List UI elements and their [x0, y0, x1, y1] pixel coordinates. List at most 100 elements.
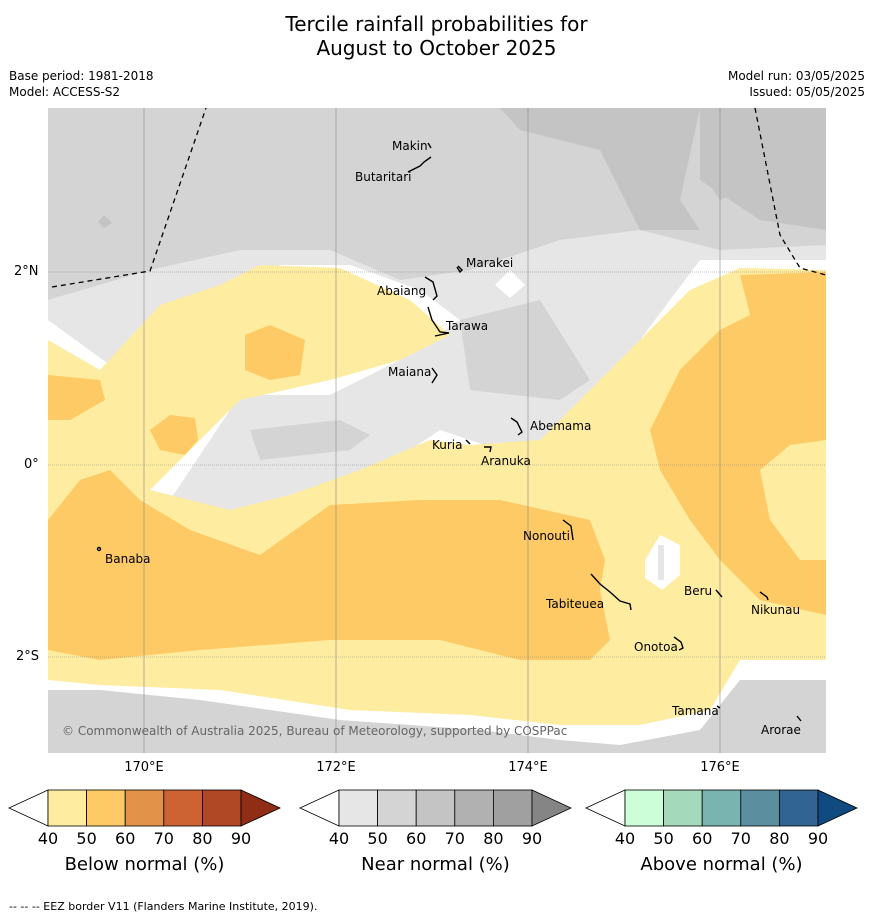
arorae-outline	[796, 715, 802, 722]
makin-outline	[427, 142, 432, 149]
island-label-beru: Beru	[684, 584, 713, 598]
island-label-maiana: Maiana	[388, 365, 432, 379]
island-label-butaritari: Butaritari	[355, 170, 412, 184]
near-normal-colorbar-tick: 60	[406, 829, 427, 848]
lat-tick-0: 0°	[24, 457, 39, 472]
island-label-kuria: Kuria	[432, 438, 463, 452]
onotoa-outline	[673, 636, 684, 651]
probability-field	[48, 108, 826, 753]
colorbar-near-normal	[299, 789, 572, 827]
colorbar-above-normal	[585, 789, 858, 827]
nonouti-outline	[562, 519, 574, 541]
eez-border-east	[754, 108, 826, 276]
below-normal-colorbar-tick: 40	[37, 829, 59, 848]
no-dominant-small-patch	[495, 270, 525, 298]
nikunau-outline	[759, 591, 769, 601]
near-normal-colorbar-tick: 40	[328, 829, 350, 848]
above-normal-colorbar-box-3	[701, 789, 742, 827]
tabiteuea-outline	[590, 573, 632, 611]
island-label-makin: Makin	[392, 139, 428, 153]
lon-tick-172e: 172°E	[316, 760, 356, 775]
below-normal-colorbar-box-4	[163, 789, 203, 827]
lon-tick-170e: 170°E	[124, 760, 164, 775]
island-label-onotoa: Onotoa	[634, 640, 678, 654]
near-normal-colorbar-box-2	[377, 789, 417, 827]
lon-tick-174e: 174°E	[508, 760, 548, 775]
below-normal-colorbar-max-arrow	[240, 789, 281, 827]
near-normal-tiny-patch	[98, 215, 112, 228]
near-normal-60-region-north-2	[500, 108, 700, 230]
above-normal-colorbar-title: Above normal (%)	[640, 854, 803, 875]
beru-outline	[715, 589, 723, 598]
below-normal-colorbar-title: Below normal (%)	[64, 854, 225, 875]
graticule	[48, 108, 826, 753]
above-normal-colorbar-tick: 40	[614, 829, 636, 848]
model-text: Model: ACCESS-S2	[9, 85, 121, 99]
title-line-2: August to October 2025	[316, 36, 557, 60]
near-normal-colorbar-box-3	[415, 789, 456, 827]
near-normal-50-patch-west	[250, 420, 370, 460]
model-run-text: Model run: 03/05/2025	[727, 69, 865, 83]
eez-footnote: -- -- -- EEZ border V11 (Flanders Marine…	[9, 900, 318, 913]
butaritari-outline	[407, 156, 432, 173]
below-normal-colorbar-tick: 90	[230, 829, 252, 848]
below-normal-colorbar-min-arrow	[8, 789, 49, 827]
abemama-outline	[510, 417, 523, 436]
above-normal-colorbar-tick: 80	[769, 829, 790, 848]
near-normal-sliver	[658, 545, 664, 580]
island-label-arorae: Arorae	[761, 723, 801, 737]
title-line-1: Tercile rainfall probabilities for	[285, 12, 588, 36]
eez-border	[51, 108, 826, 288]
near-normal-colorbar-tick: 70	[444, 829, 465, 848]
below-normal-colorbar-tick: 70	[153, 829, 174, 848]
below-normal-colorbar-box-1	[47, 789, 87, 827]
island-label-marakei: Marakei	[466, 256, 514, 270]
abaiang-outline	[424, 276, 438, 301]
above-normal-colorbar-box-5	[779, 789, 819, 827]
island-label-banaba: Banaba	[105, 552, 151, 566]
below-normal-50-60-patch-3	[150, 415, 198, 455]
island-label-nonouti: Nonouti	[523, 529, 570, 543]
meta-left: Base period: 1981-2018 Model: ACCESS-S2	[9, 68, 154, 100]
near-normal-colorbar-tick: 90	[521, 829, 543, 848]
base-period-text: Base period: 1981-2018	[9, 69, 154, 83]
banaba-outline	[96, 546, 102, 552]
above-normal-colorbar-tick: 90	[807, 829, 829, 848]
island-label-aranuka: Aranuka	[481, 454, 531, 468]
lon-tick-176e: 176°E	[700, 760, 740, 775]
near-normal-colorbar-tick: 80	[483, 829, 504, 848]
island-label-tabiteuea: Tabiteuea	[546, 597, 605, 611]
above-normal-colorbar-max-arrow	[817, 789, 858, 827]
below-normal-colorbar-box-3	[124, 789, 165, 827]
below-normal-colorbar-box-5	[201, 789, 242, 827]
map-title: Tercile rainfall probabilities for Augus…	[0, 12, 873, 60]
copyright-notice: © Commonwealth of Australia 2025, Bureau…	[62, 724, 568, 738]
near-normal-60-patch	[700, 108, 760, 200]
above-normal-colorbar-box-2	[663, 789, 703, 827]
tamana-outline	[716, 705, 721, 709]
below-normal-colorbar-tick: 80	[192, 829, 213, 848]
near-normal-colorbar-box-5	[492, 789, 533, 827]
eez-border-west	[51, 108, 207, 288]
kuria-outline	[465, 439, 471, 445]
near-normal-colorbar-title: Near normal (%)	[361, 854, 510, 875]
below-normal-50-60-region-south	[48, 470, 610, 660]
lat-tick-2s: 2°S	[16, 649, 40, 664]
island-label-abaiang: Abaiang	[377, 284, 427, 298]
above-normal-colorbar-box-4	[740, 789, 780, 827]
marakei-outline	[456, 265, 463, 274]
island-outlines	[96, 142, 802, 722]
island-label-tarawa: Tarawa	[446, 319, 489, 333]
island-label-tamana: Tamana	[672, 704, 719, 718]
island-label-nikunau: Nikunau	[751, 603, 801, 617]
above-normal-colorbar-tick: 70	[730, 829, 751, 848]
near-normal-colorbar-box-1	[338, 789, 378, 827]
below-normal-colorbar-tick: 60	[115, 829, 136, 848]
meta-right: Model run: 03/05/2025 Issued: 05/05/2025	[728, 68, 865, 100]
near-normal-colorbar-box-4	[454, 789, 494, 827]
near-normal-50-patch-center	[460, 300, 590, 400]
lat-tick-2n: 2°N	[14, 264, 39, 279]
above-normal-colorbar-box-1	[624, 789, 664, 827]
island-label-abemama: Abemama	[530, 419, 592, 433]
